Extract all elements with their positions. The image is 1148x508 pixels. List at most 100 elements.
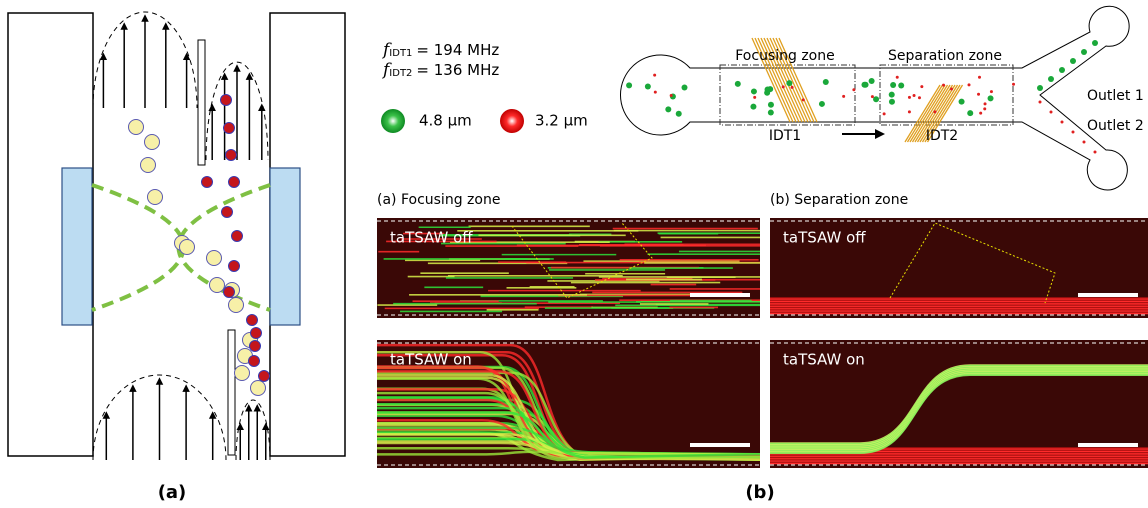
channel-particle: [819, 101, 825, 107]
channel-particle: [873, 96, 879, 102]
small-particle: [222, 207, 233, 218]
large-particle: [129, 120, 144, 135]
panel-caption: (a): [158, 482, 187, 503]
channel-particle: [983, 107, 986, 110]
channel-particle: [863, 82, 869, 88]
large-particle: [235, 366, 250, 381]
channel-particle: [871, 95, 874, 98]
small-particle: [247, 315, 258, 326]
channel-particle: [1050, 111, 1053, 114]
channel-particle: [950, 87, 953, 90]
figure: (a)fIDT1= 194 MHzfIDT2= 136 MHz4.8 μm3.2…: [0, 0, 1148, 508]
channel-particle: [764, 90, 770, 96]
channel-particle: [920, 85, 923, 88]
image-title: (a) Focusing zone: [377, 192, 500, 208]
large-particle: [207, 251, 222, 266]
channel-particle: [670, 94, 673, 97]
channel-particle: [883, 112, 886, 115]
small-particle: [226, 150, 237, 161]
scale-bar: [690, 293, 750, 297]
wall: [198, 40, 205, 165]
zone-label: Separation zone: [888, 48, 1002, 64]
channel-particle: [913, 94, 916, 97]
scale-bar: [690, 443, 750, 447]
channel-particle: [990, 90, 993, 93]
large-particle: [145, 135, 160, 150]
channel-particle: [1083, 141, 1086, 144]
small-particle: [259, 371, 270, 382]
small-particle: [224, 287, 235, 298]
small-particle: [229, 177, 240, 188]
channel-particle: [977, 93, 980, 96]
small-particle: [249, 356, 260, 367]
channel-particle: [682, 85, 688, 91]
transducer: [62, 168, 92, 325]
value: = 194 MHz: [416, 41, 499, 59]
large-particle: [251, 381, 266, 396]
frame-label: taTSAW off: [783, 229, 866, 247]
channel-particle: [1037, 85, 1043, 91]
channel-particle: [626, 82, 632, 88]
small-particle: [251, 328, 262, 339]
legend-label: 4.8 μm: [419, 112, 472, 130]
channel-particle: [1039, 101, 1042, 104]
transducer: [270, 168, 300, 325]
channel-particle: [959, 99, 965, 105]
channel-particle: [988, 95, 994, 101]
channel-particle: [852, 88, 855, 91]
idt-label: IDT2: [926, 128, 958, 144]
channel-particle: [890, 82, 896, 88]
channel-particle: [786, 80, 792, 86]
small-particle: [250, 341, 261, 352]
channel-particle: [1092, 40, 1098, 46]
channel-particle: [1059, 67, 1065, 73]
channel-particle: [896, 76, 899, 79]
frame-label: taTSAW off: [390, 229, 473, 247]
channel-particle: [842, 95, 845, 98]
channel-particle: [1094, 151, 1097, 154]
small-particle: [229, 261, 240, 272]
wavefront: [92, 185, 184, 310]
channel-particle: [967, 110, 973, 116]
subscript: IDT1: [389, 48, 412, 59]
small-particle: [224, 123, 235, 134]
channel-particle: [889, 92, 895, 98]
channel-particle: [676, 111, 682, 117]
channel-particle: [898, 83, 904, 89]
small-particle: [221, 95, 232, 106]
value: = 136 MHz: [416, 61, 499, 79]
channel-particle: [979, 112, 982, 115]
legend-marker: [381, 109, 405, 133]
large-particle: [229, 298, 244, 313]
channel-particle: [908, 110, 911, 113]
wall: [228, 330, 235, 455]
channel-particle: [978, 76, 981, 79]
large-particle: [210, 278, 225, 293]
wave-envelope: [236, 400, 270, 460]
channel-particle: [918, 96, 921, 99]
channel-particle: [802, 98, 805, 101]
channel-particle: [782, 85, 785, 88]
image-title: (b) Separation zone: [770, 192, 908, 208]
channel-particle: [653, 74, 656, 77]
frame-label: taTSAW on: [783, 351, 865, 369]
channel-particle: [645, 83, 651, 89]
idt-label: IDT1: [769, 128, 801, 144]
channel-particle: [1061, 121, 1064, 124]
channel-particle: [869, 78, 875, 84]
channel-particle: [1072, 131, 1075, 134]
channel-particle: [768, 110, 774, 116]
channel-particle: [791, 86, 794, 89]
panel-caption: (b): [745, 482, 774, 503]
channel-particle: [942, 84, 945, 87]
scale-bar: [1078, 443, 1138, 447]
channel-particle: [735, 81, 741, 87]
channel-particle: [933, 110, 936, 113]
outlet-label: Outlet 1: [1087, 88, 1144, 104]
legend-label: 3.2 μm: [535, 112, 588, 130]
subscript: IDT2: [389, 68, 412, 79]
scale-bar: [1078, 293, 1138, 297]
frame-label: taTSAW on: [390, 351, 472, 369]
zone-label: Focusing zone: [735, 48, 834, 64]
large-particle: [141, 158, 156, 173]
